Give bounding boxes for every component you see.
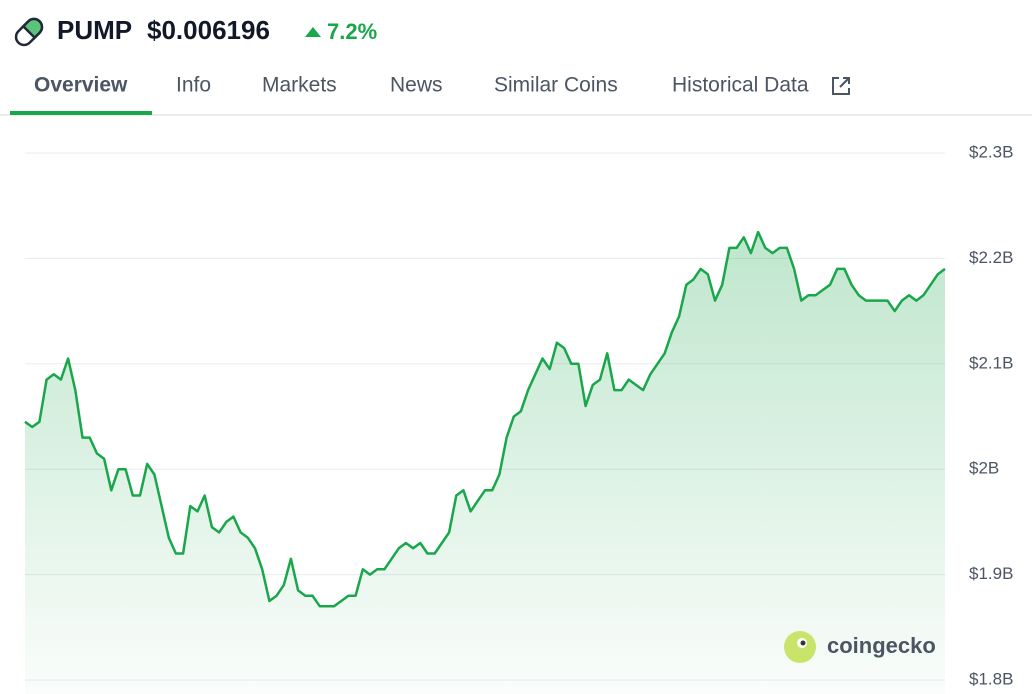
tab[interactable]: Info — [176, 74, 211, 97]
y-tick-label: $2.2B — [969, 248, 1013, 267]
tab[interactable]: Overview — [34, 74, 128, 97]
coingecko-logo — [784, 631, 816, 663]
area — [25, 232, 945, 694]
y-tick-label: $1.9B — [969, 564, 1013, 583]
price-change: 7.2% — [327, 19, 377, 44]
price: $0.006196 — [147, 15, 270, 45]
chart: $1.8B $1.9B $2B $2.1B $2.2B $2.3B — [24, 142, 1013, 694]
y-tick-label: $2.1B — [969, 353, 1013, 372]
tab[interactable]: Historical Data — [672, 74, 809, 97]
y-tick-label: $2.3B — [969, 142, 1013, 161]
symbol: PUMP — [57, 15, 132, 45]
tab[interactable]: News — [390, 74, 443, 97]
active-tab-indicator — [10, 111, 152, 115]
tab[interactable]: Markets — [262, 74, 337, 97]
external-link-icon — [832, 77, 850, 95]
tab-bar: Overview Info Markets News Similar Coins Hist… — [34, 74, 809, 97]
up-arrow — [305, 27, 321, 37]
y-tick-label: $1.8B — [969, 669, 1013, 688]
watermark: coingecko — [827, 633, 936, 658]
y-tick-label: $2B — [969, 459, 999, 478]
price-line — [24, 230, 946, 608]
coin-icon — [14, 17, 44, 47]
tab[interactable]: Similar Coins — [494, 74, 618, 97]
